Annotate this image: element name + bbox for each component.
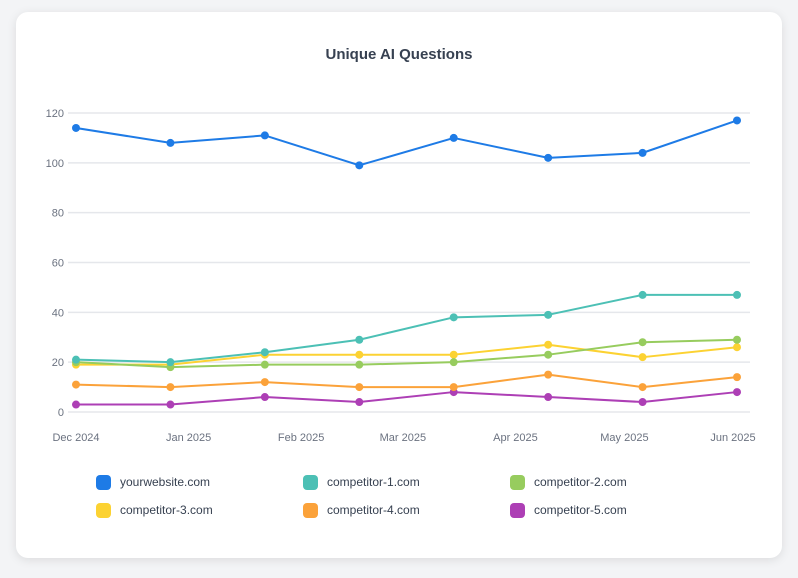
legend-label: competitor-3.com <box>120 503 213 517</box>
data-point <box>544 370 553 379</box>
legend-item[interactable]: competitor-5.com <box>510 502 717 518</box>
data-point <box>638 148 647 157</box>
data-point <box>260 360 269 369</box>
legend-label: competitor-1.com <box>327 475 420 489</box>
data-point <box>733 373 741 382</box>
series-line-competitor-3.com <box>76 343 738 366</box>
y-tick-label: 120 <box>46 108 64 120</box>
data-point <box>260 393 269 402</box>
series-line-competitor-2.com <box>75 338 738 369</box>
data-point <box>355 398 364 407</box>
x-tick-label: Jan 2025 <box>166 432 211 444</box>
x-tick-label: Apr 2025 <box>493 432 538 444</box>
legend-swatch <box>96 474 111 490</box>
x-tick-label: May 2025 <box>600 432 648 444</box>
chart-title: Unique AI Questions <box>325 46 473 63</box>
data-point <box>733 388 741 397</box>
y-tick-label: 0 <box>58 407 64 419</box>
data-point <box>544 153 553 162</box>
y-tick-label: 80 <box>52 208 64 220</box>
data-point <box>544 340 553 349</box>
legend-label: competitor-5.com <box>534 503 627 517</box>
chart-card <box>16 12 782 558</box>
legend-item[interactable]: competitor-1.com <box>303 474 510 490</box>
series-line-competitor-1.com <box>75 293 737 364</box>
x-tick-label: Jun 2025 <box>710 432 755 444</box>
series-line-yourwebsite.com <box>75 119 738 167</box>
data-point <box>544 350 553 359</box>
x-tick-label: Dec 2024 <box>52 432 99 444</box>
legend: yourwebsite.com competitor-1.com competito… <box>96 474 736 518</box>
y-tick-label: 60 <box>52 258 64 270</box>
legend-item[interactable]: competitor-3.com <box>96 502 303 518</box>
data-point <box>166 358 175 367</box>
y-tick-label: 100 <box>46 158 64 170</box>
legend-swatch <box>510 502 525 518</box>
data-point <box>544 310 553 319</box>
data-point <box>638 398 647 407</box>
legend-label: competitor-2.com <box>534 475 627 489</box>
legend-swatch <box>510 474 525 490</box>
legend-item[interactable]: yourwebsite.com <box>96 474 303 490</box>
legend-swatch <box>303 474 318 490</box>
data-point <box>449 133 458 142</box>
data-point <box>72 380 80 389</box>
y-tick-label: 40 <box>52 307 64 319</box>
data-point <box>355 383 364 392</box>
data-point <box>733 290 741 299</box>
data-point <box>166 383 175 392</box>
data-point <box>449 350 458 359</box>
data-point <box>72 400 80 409</box>
data-point <box>544 393 553 402</box>
legend-item[interactable]: competitor-4.com <box>303 502 510 518</box>
data-point <box>260 131 269 140</box>
data-point <box>166 400 175 409</box>
data-point <box>638 290 647 299</box>
data-point <box>733 343 741 352</box>
data-point <box>166 138 175 147</box>
x-tick-label: Mar 2025 <box>380 432 426 444</box>
data-point <box>638 353 647 362</box>
data-point <box>72 123 80 132</box>
data-point <box>733 116 741 125</box>
data-point <box>733 335 741 344</box>
legend-label: yourwebsite.com <box>120 475 211 489</box>
legend-swatch <box>96 502 111 518</box>
legend-label: competitor-4.com <box>327 503 420 517</box>
legend-item[interactable]: competitor-2.com <box>510 474 717 490</box>
series-line-competitor-4.com <box>75 373 738 389</box>
series-line-competitor-5.com <box>76 391 738 406</box>
data-point <box>355 335 364 344</box>
y-tick-label: 20 <box>52 357 64 369</box>
x-tick-label: Feb 2025 <box>278 432 324 444</box>
data-point <box>449 313 458 322</box>
data-point <box>355 360 364 369</box>
data-point <box>449 383 458 392</box>
data-point <box>355 161 364 170</box>
data-point <box>260 348 269 357</box>
legend-swatch <box>303 502 318 518</box>
data-point <box>260 378 269 387</box>
data-point <box>72 355 80 364</box>
data-point <box>638 383 647 392</box>
data-point <box>449 358 458 367</box>
data-point <box>355 350 364 359</box>
data-point <box>638 338 647 347</box>
